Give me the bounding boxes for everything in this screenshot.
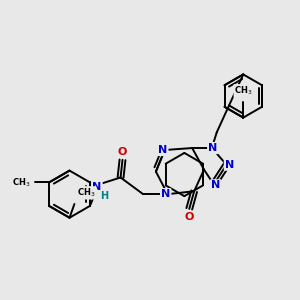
Text: O: O — [184, 212, 194, 222]
Text: CH$_3$: CH$_3$ — [77, 187, 96, 199]
Text: O: O — [118, 147, 127, 157]
Text: N: N — [158, 145, 167, 155]
Text: N: N — [225, 160, 234, 170]
Text: N: N — [161, 189, 170, 199]
Text: N: N — [92, 182, 102, 192]
Text: CH$_3$: CH$_3$ — [12, 176, 31, 189]
Text: N: N — [211, 180, 220, 190]
Text: N: N — [208, 143, 218, 153]
Text: H: H — [100, 191, 108, 201]
Text: CH$_3$: CH$_3$ — [234, 85, 253, 97]
